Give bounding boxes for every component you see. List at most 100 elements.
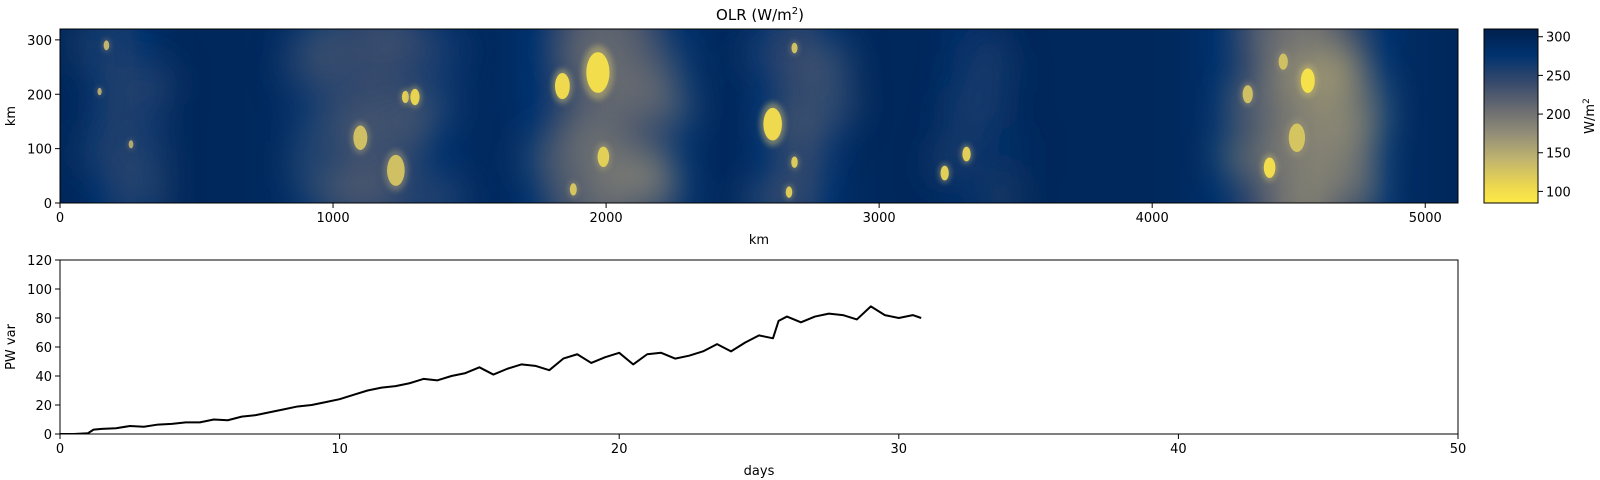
- convective-cell-core-19: [1288, 123, 1306, 153]
- cloud-patch-4-13: [945, 84, 994, 133]
- pw-axes-background: [60, 260, 1458, 434]
- convective-cell-core-15: [940, 165, 949, 181]
- cloud-patch-0-8: [132, 173, 168, 203]
- convective-cell-21: [1276, 50, 1290, 73]
- convective-cell-6: [408, 86, 422, 108]
- convective-cell-core-6: [410, 88, 420, 106]
- olr-y-label: km: [4, 106, 19, 126]
- cloud-patch-1-28: [331, 165, 392, 203]
- cloud-patch-5-20: [1241, 29, 1293, 54]
- olr-y-axis: 0 100 200 300: [27, 34, 60, 212]
- colorbar-tick-label-3: 250: [1546, 69, 1571, 84]
- colorbar-fill: [1484, 29, 1538, 203]
- cloud-patch-4-11: [971, 37, 1005, 76]
- colorbar-tick-label-1: 150: [1546, 147, 1571, 162]
- convective-cell-core-14: [791, 42, 798, 54]
- olr-y-tick-label-3: 300: [27, 34, 52, 49]
- cloud-patch-0-10: [96, 86, 127, 135]
- pw-y-tick-label-0: 0: [44, 428, 52, 443]
- cloud-patch-0-9: [107, 159, 140, 189]
- convective-cell-core-9: [597, 146, 610, 167]
- convective-cell-15: [939, 163, 951, 183]
- convective-cell-4: [383, 149, 408, 192]
- convective-cell-core-11: [763, 107, 782, 141]
- convective-cell-core-20: [1242, 85, 1253, 104]
- convective-cell-9: [595, 143, 612, 171]
- convective-cell-8: [582, 45, 614, 100]
- convective-cell-core-3: [353, 125, 368, 150]
- cloud-patch-4-9: [969, 131, 1032, 168]
- olr-x-tick-label-4: 4000: [1136, 211, 1169, 226]
- convective-cell-core-7: [554, 73, 570, 100]
- pw-x-axis: 0 10 20 30 40 50: [56, 434, 1466, 457]
- pw-y-tick-label-5: 100: [27, 283, 52, 298]
- cloud-patch-0-13: [82, 124, 141, 145]
- cloud-patch-3-6: [801, 123, 829, 170]
- pw-x-tick-label-2: 20: [611, 442, 628, 457]
- cloud-patch-5-13: [1283, 156, 1305, 203]
- cloud-patch-5-10: [1310, 162, 1339, 203]
- cloud-patch-2-12: [638, 87, 693, 129]
- cloud-patch-0-12: [136, 115, 168, 153]
- cloud-patch-3-15: [750, 184, 787, 203]
- convective-cell-3: [350, 121, 370, 155]
- pw-y-tick-label-4: 80: [35, 312, 52, 327]
- convective-cell-17: [1261, 154, 1278, 182]
- pw-y-tick-label-1: 20: [35, 399, 52, 414]
- cloud-patch-5-25: [1264, 72, 1303, 91]
- convective-cell-core-13: [785, 186, 793, 198]
- convective-cell-14: [790, 40, 799, 56]
- pw-y-axis: 0 20 40 60 80 100 120: [27, 254, 60, 443]
- cloud-patch-5-15: [1285, 193, 1310, 203]
- cloud-patch-0-11: [125, 75, 168, 110]
- pw-x-tick-label-1: 10: [331, 442, 348, 457]
- convective-cell-12: [790, 154, 799, 170]
- pw-var-panel: 0 10 20 30 40 50 0 20 40 60 80 100 120 days PW var: [4, 254, 1466, 479]
- olr-x-tick-label-2: 2000: [590, 211, 623, 226]
- cloud-patch-0-7: [72, 139, 116, 171]
- cloud-patch-0-0: [75, 29, 105, 64]
- olr-x-tick-label-5: 5000: [1409, 211, 1442, 226]
- colorbar-tick-label-0: 100: [1546, 185, 1571, 200]
- olr-colorbar: 100 150 200 250 300 W/m2: [1483, 28, 1598, 204]
- colorbar-label: W/m2: [1582, 98, 1598, 134]
- pw-y-tick-label-2: 40: [35, 370, 52, 385]
- convective-cell-core-5: [401, 90, 409, 104]
- convective-cell-core-17: [1263, 157, 1276, 178]
- cloud-patch-3-14: [810, 75, 846, 107]
- pw-x-tick-label-4: 40: [1170, 442, 1187, 457]
- colorbar-frame: [1483, 28, 1539, 204]
- olr-axes-frame: [59, 28, 1459, 204]
- olr-y-tick-label-1: 100: [27, 143, 52, 158]
- colorbar-tick-label-2: 200: [1546, 108, 1571, 123]
- olr-x-tick-label-0: 0: [56, 211, 64, 226]
- pw-x-tick-label-5: 50: [1450, 442, 1467, 457]
- pw-y-tick-label-6: 120: [27, 254, 52, 269]
- cloud-patch-2-24: [619, 153, 672, 193]
- convective-cell-core-1: [97, 87, 102, 96]
- cloud-patch-1-27: [427, 181, 461, 198]
- cloud-patch-2-17: [624, 42, 685, 89]
- pw-y-label: PW var: [4, 323, 19, 369]
- cloud-patch-1-25: [312, 30, 338, 54]
- convective-cell-19: [1285, 118, 1308, 157]
- cloud-patch-0-1: [89, 51, 134, 93]
- cloud-patch-5-22: [1311, 74, 1345, 119]
- convective-cell-2: [127, 138, 135, 150]
- convective-cell-0: [102, 38, 111, 52]
- cloud-patch-5-19: [1318, 110, 1382, 154]
- convective-cell-core-16: [962, 146, 971, 162]
- olr-x-label: km: [749, 233, 769, 248]
- pw-x-label: days: [744, 464, 775, 479]
- convective-cell-5: [400, 88, 411, 106]
- cloud-patch-2-20: [544, 187, 589, 203]
- cloud-patch-3-4: [751, 32, 802, 67]
- olr-y-tick-label-0: 0: [44, 197, 52, 212]
- pw-x-tick-label-3: 30: [891, 442, 908, 457]
- colorbar-ticks: 100 150 200 250 300: [1538, 31, 1571, 200]
- convective-cell-13: [784, 184, 794, 200]
- colorbar-tick-label-4: 300: [1546, 31, 1571, 46]
- pw-var-line: [60, 305, 922, 434]
- convective-cell-20: [1240, 82, 1255, 107]
